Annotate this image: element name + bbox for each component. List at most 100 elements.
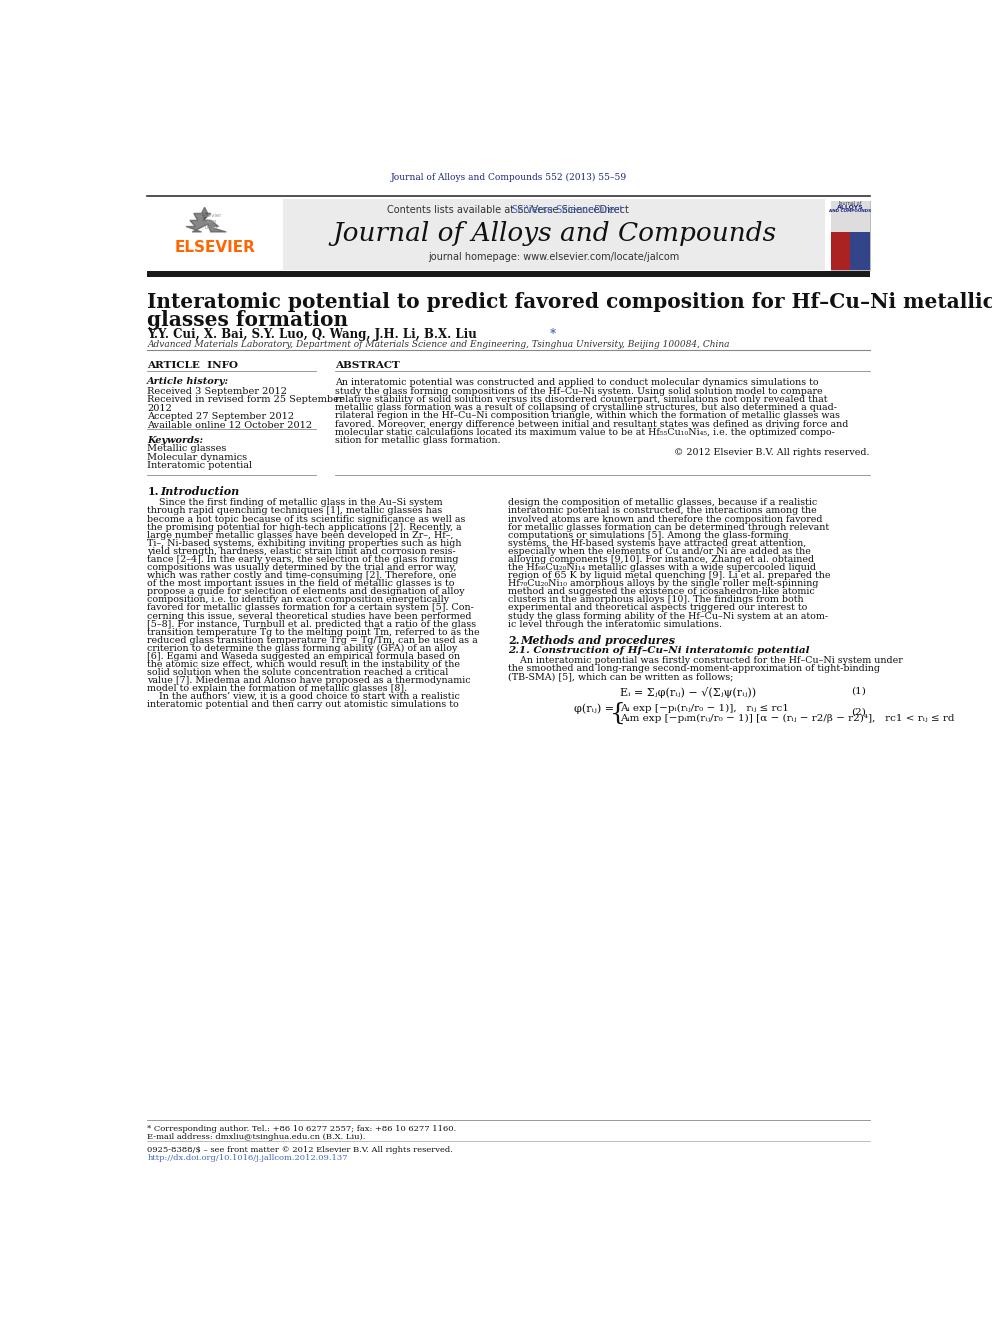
Text: molecular static calculations located its maximum value to be at Hf₅₅Cu₁₀Ni₄₅, i: molecular static calculations located it… [335,429,834,437]
Text: Metallic glasses: Metallic glasses [147,445,226,454]
Text: propose a guide for selection of elements and designation of alloy: propose a guide for selection of element… [147,587,465,597]
Text: (2): (2) [851,708,866,716]
Text: 2.: 2. [509,635,520,647]
FancyBboxPatch shape [147,271,870,277]
Text: compositions was usually determined by the trial and error way,: compositions was usually determined by t… [147,564,456,572]
Text: the smoothed and long-range second-moment-approximation of tight-binding: the smoothed and long-range second-momen… [509,664,881,673]
Text: Journal of: Journal of [838,201,862,206]
Text: ELSEVIER: ELSEVIER [175,239,255,255]
Text: Advanced Materials Laboratory, Department of Materials Science and Engineering, : Advanced Materials Laboratory, Departmen… [147,340,730,349]
FancyBboxPatch shape [283,198,825,270]
Text: ALLOYS: ALLOYS [837,205,864,210]
Text: transition temperature Tg to the melting point Tm, referred to as the: transition temperature Tg to the melting… [147,627,480,636]
Text: Aᵢ exp [−pᵢ(rᵢⱼ/r₀ − 1)],   rᵢⱼ ≤ rc1: Aᵢ exp [−pᵢ(rᵢⱼ/r₀ − 1)], rᵢⱼ ≤ rc1 [620,704,789,713]
Text: relative stability of solid solution versus its disordered counterpart, simulati: relative stability of solid solution ver… [335,394,827,404]
Text: Interatomic potential: Interatomic potential [147,462,252,471]
Text: Journal of Alloys and Compounds 552 (2013) 55–59: Journal of Alloys and Compounds 552 (201… [390,172,627,181]
FancyBboxPatch shape [831,201,870,270]
Text: Journal of Alloys and Compounds: Journal of Alloys and Compounds [332,221,776,246]
Text: value [7]. Miedema and Alonso have proposed as a thermodynamic: value [7]. Miedema and Alonso have propo… [147,676,471,685]
Text: through rapid quenching techniques [1], metallic glasses has: through rapid quenching techniques [1], … [147,507,442,516]
Text: Ti–, Ni-based systems, exhibiting inviting properties such as high: Ti–, Ni-based systems, exhibiting inviti… [147,538,461,548]
Text: for metallic glasses formation can be determined through relevant: for metallic glasses formation can be de… [509,523,829,532]
Text: Received 3 September 2012: Received 3 September 2012 [147,386,288,396]
Text: region of 65 K by liquid metal quenching [9]. Li et al. prepared the: region of 65 K by liquid metal quenching… [509,572,831,579]
Text: design the composition of metallic glasses, because if a realistic: design the composition of metallic glass… [509,499,817,507]
Text: of the most important issues in the field of metallic glasses is to: of the most important issues in the fiel… [147,579,454,589]
Text: large number metallic glasses have been developed in Zr–, Hf–,: large number metallic glasses have been … [147,531,453,540]
Text: (1): (1) [851,687,866,696]
Text: 2.1. Construction of Hf–Cu–Ni interatomic potential: 2.1. Construction of Hf–Cu–Ni interatomi… [509,646,810,655]
Text: Received in revised form 25 September: Received in revised form 25 September [147,396,344,404]
Text: Available online 12 October 2012: Available online 12 October 2012 [147,421,312,430]
Text: glasses formation: glasses formation [147,310,348,329]
Text: the promising potential for high-tech applications [2]. Recently, a: the promising potential for high-tech ap… [147,523,462,532]
Text: SciVerse ScienceDirect: SciVerse ScienceDirect [393,205,624,214]
Text: [6]. Egami and Waseda suggested an empirical formula based on: [6]. Egami and Waseda suggested an empir… [147,652,460,662]
Text: (TB-SMA) [5], which can be written as follows;: (TB-SMA) [5], which can be written as fo… [509,672,734,681]
Text: study the glass forming compositions of the Hf–Cu–Ni system. Using solid solutio: study the glass forming compositions of … [335,386,822,396]
Text: Elsevier
Tree
Logo: Elsevier Tree Logo [200,213,221,230]
Text: 2012: 2012 [147,404,173,413]
FancyBboxPatch shape [831,201,870,232]
Text: AND COMPOUNDS: AND COMPOUNDS [829,209,871,213]
FancyBboxPatch shape [831,232,850,270]
Text: An interatomic potential was firstly constructed for the Hf–Cu–Ni system under: An interatomic potential was firstly con… [509,656,903,665]
Text: In the authors’ view, it is a good choice to start with a realistic: In the authors’ view, it is a good choic… [147,692,460,701]
Text: favored for metallic glasses formation for a certain system [5]. Con-: favored for metallic glasses formation f… [147,603,474,613]
Text: especially when the elements of Cu and/or Ni are added as the: especially when the elements of Cu and/o… [509,546,811,556]
Text: journal homepage: www.elsevier.com/locate/jalcom: journal homepage: www.elsevier.com/locat… [429,251,680,262]
Text: φ(rᵢⱼ) =: φ(rᵢⱼ) = [573,704,614,714]
Text: sition for metallic glass formation.: sition for metallic glass formation. [335,437,500,446]
Text: systems, the Hf-based systems have attracted great attention,: systems, the Hf-based systems have attra… [509,538,806,548]
Text: Interatomic potential to predict favored composition for Hf–Cu–Ni metallic: Interatomic potential to predict favored… [147,292,992,312]
Text: Molecular dynamics: Molecular dynamics [147,452,247,462]
Text: 0925-8388/$ – see front matter © 2012 Elsevier B.V. All rights reserved.: 0925-8388/$ – see front matter © 2012 El… [147,1146,453,1154]
Text: ARTICLE  INFO: ARTICLE INFO [147,361,238,370]
Text: which was rather costly and time-consuming [2]. Therefore, one: which was rather costly and time-consumi… [147,572,456,579]
Text: tance [2–4]. In the early years, the selection of the glass forming: tance [2–4]. In the early years, the sel… [147,554,458,564]
Text: [5–8]. For instance, Turnbull et al. predicted that a ratio of the glass: [5–8]. For instance, Turnbull et al. pre… [147,619,476,628]
FancyBboxPatch shape [850,232,870,270]
Text: involved atoms are known and therefore the composition favored: involved atoms are known and therefore t… [509,515,823,524]
Text: {: { [610,703,626,725]
Text: *: * [550,328,556,341]
Text: cerning this issue, several theoretical studies have been performed: cerning this issue, several theoretical … [147,611,472,620]
Text: Aᵢm exp [−pᵢm(rᵢⱼ/r₀ − 1)] [α − (rᵢⱼ − r2/β − r2)⁴],   rc1 < rᵢⱼ ≤ rd: Aᵢm exp [−pᵢm(rᵢⱼ/r₀ − 1)] [α − (rᵢⱼ − r… [620,713,954,722]
Text: the Hf₆₆Cu₂₀Ni₁₄ metallic glasses with a wide supercooled liquid: the Hf₆₆Cu₂₀Ni₁₄ metallic glasses with a… [509,564,816,572]
Text: Keywords:: Keywords: [147,437,203,445]
Text: method and suggested the existence of icosahedron-like atomic: method and suggested the existence of ic… [509,587,815,597]
Text: ic level through the interatomic simulations.: ic level through the interatomic simulat… [509,619,722,628]
Text: 1.: 1. [147,486,159,497]
Text: interatomic potential and then carry out atomistic simulations to: interatomic potential and then carry out… [147,700,459,709]
Text: Article history:: Article history: [147,377,229,386]
Text: Contents lists available at SciVerse ScienceDirect: Contents lists available at SciVerse Sci… [388,205,629,214]
Text: Methods and procedures: Methods and procedures [521,635,676,647]
Text: yield strength, hardness, elastic strain limit and corrosion resis-: yield strength, hardness, elastic strain… [147,546,456,556]
Text: * Corresponding author. Tel.: +86 10 6277 2557; fax: +86 10 6277 1160.: * Corresponding author. Tel.: +86 10 627… [147,1125,456,1132]
Text: computations or simulations [5]. Among the glass-forming: computations or simulations [5]. Among t… [509,531,789,540]
Text: ABSTRACT: ABSTRACT [335,361,400,370]
Text: favored. Moreover, energy difference between initial and resultant states was de: favored. Moreover, energy difference bet… [335,419,848,429]
Text: Hf₇₀Cu₂₀Ni₁₀ amorphous alloys by the single roller melt-spinning: Hf₇₀Cu₂₀Ni₁₀ amorphous alloys by the sin… [509,579,819,589]
Text: become a hot topic because of its scientific significance as well as: become a hot topic because of its scient… [147,515,465,524]
Text: rilateral region in the Hf–Cu–Ni composition triangle, within which the formatio: rilateral region in the Hf–Cu–Ni composi… [335,411,840,421]
Text: alloying components [9,10]. For instance, Zhang et al. obtained: alloying components [9,10]. For instance… [509,554,814,564]
Text: study the glass forming ability of the Hf–Cu–Ni system at an atom-: study the glass forming ability of the H… [509,611,828,620]
Text: metallic glass formation was a result of collapsing of crystalline structures, b: metallic glass formation was a result of… [335,404,837,413]
Text: the atomic size effect, which would result in the instability of the: the atomic size effect, which would resu… [147,660,460,669]
Text: reduced glass transition temperature Trg = Tg/Tm, can be used as a: reduced glass transition temperature Trg… [147,636,478,644]
Text: Accepted 27 September 2012: Accepted 27 September 2012 [147,411,295,421]
Text: Y.Y. Cui, X. Bai, S.Y. Luo, Q. Wang, J.H. Li, B.X. Liu: Y.Y. Cui, X. Bai, S.Y. Luo, Q. Wang, J.H… [147,328,477,341]
Text: http://dx.doi.org/10.1016/j.jallcom.2012.09.137: http://dx.doi.org/10.1016/j.jallcom.2012… [147,1155,348,1163]
Text: interatomic potential is constructed, the interactions among the: interatomic potential is constructed, th… [509,507,817,516]
Text: experimental and theoretical aspects triggered our interest to: experimental and theoretical aspects tri… [509,603,807,613]
Text: An interatomic potential was constructed and applied to conduct molecular dynami: An interatomic potential was constructed… [335,378,818,388]
Text: E-mail address: dmxliu@tsinghua.edu.cn (B.X. Liu).: E-mail address: dmxliu@tsinghua.edu.cn (… [147,1132,366,1140]
Text: criterion to determine the glass forming ability (GFA) of an alloy: criterion to determine the glass forming… [147,644,457,654]
Text: © 2012 Elsevier B.V. All rights reserved.: © 2012 Elsevier B.V. All rights reserved… [674,447,870,456]
Text: model to explain the formation of metallic glasses [8].: model to explain the formation of metall… [147,684,408,693]
Text: clusters in the amorphous alloys [10]. The findings from both: clusters in the amorphous alloys [10]. T… [509,595,805,605]
Text: solid solution when the solute concentration reached a critical: solid solution when the solute concentra… [147,668,448,677]
Text: Since the first finding of metallic glass in the Au–Si system: Since the first finding of metallic glas… [147,499,442,507]
